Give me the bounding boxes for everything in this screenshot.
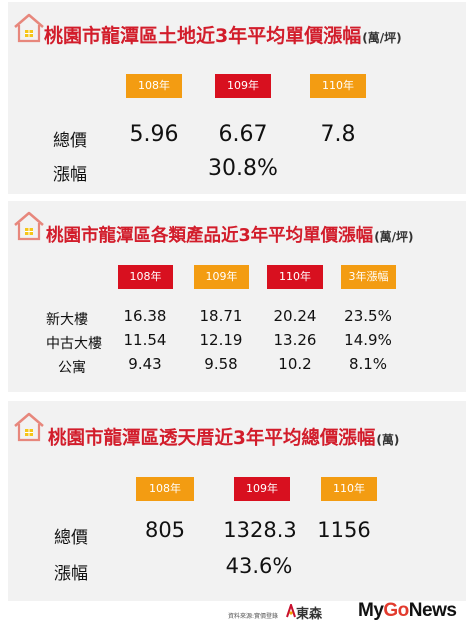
section-title: 桃園市龍潭區土地近3年平均單價漲幅(萬/坪) xyxy=(44,21,402,48)
year-badge-108: 108年 xyxy=(126,74,182,98)
logo-go: Go xyxy=(383,600,409,621)
product-price-panel: 桃園市龍潭區各類產品近3年平均單價漲幅(萬/坪) 108年 109年 110年 … xyxy=(8,201,466,392)
year-badge-109: 109年 xyxy=(215,74,271,98)
cell: 18.71 xyxy=(199,307,243,325)
row-label-growth: 漲幅 xyxy=(53,165,87,185)
row-label-growth: 漲幅 xyxy=(54,564,88,584)
cell: 11.54 xyxy=(123,331,167,349)
logo-my: My xyxy=(358,600,384,621)
total-108: 5.96 xyxy=(129,122,179,147)
cell: 9.58 xyxy=(204,355,238,373)
cell: 13.26 xyxy=(273,331,317,349)
townhouse-price-panel: 桃園市龍潭區透天厝近3年平均總價漲幅(萬) 108年 109年 110年 總價 … xyxy=(8,401,466,601)
cell: 23.5% xyxy=(344,307,392,325)
source-note: 資料來源:實價登錄 xyxy=(228,613,279,620)
row-label-total: 總價 xyxy=(53,131,87,151)
cell: 9.43 xyxy=(128,355,162,373)
land-price-panel: 桃園市龍潭區土地近3年平均單價漲幅(萬/坪) 108年 109年 110年 總價… xyxy=(8,2,466,194)
logo-news: News xyxy=(408,600,457,621)
house-icon xyxy=(12,210,46,242)
growth-value: 30.8% xyxy=(208,156,278,181)
row-label-apartment: 公寓 xyxy=(58,360,86,376)
section-title-text: 桃園市龍潭區透天厝近3年平均總價漲幅 xyxy=(48,428,376,449)
section-unit: (萬) xyxy=(376,433,400,447)
year-badge-108: 108年 xyxy=(136,477,194,501)
brand-name: 東森 xyxy=(296,607,323,622)
section-title: 桃園市龍潭區透天厝近3年平均總價漲幅(萬) xyxy=(48,424,399,450)
year-badge-109: 109年 xyxy=(234,477,290,501)
section-unit: (萬/坪) xyxy=(362,31,402,45)
section-title: 桃園市龍潭區各類產品近3年平均單價漲幅(萬/坪) xyxy=(46,222,414,247)
total-109: 6.67 xyxy=(218,122,268,147)
row-label-new-building: 新大樓 xyxy=(46,312,88,328)
total-108: 805 xyxy=(144,518,186,542)
cell: 20.24 xyxy=(273,307,317,325)
section-title-text: 桃園市龍潭區土地近3年平均單價漲幅 xyxy=(44,25,362,47)
house-icon xyxy=(12,12,46,44)
row-label-used-building: 中古大樓 xyxy=(46,336,102,352)
brand-mark-icon xyxy=(286,601,296,622)
cell: 14.9% xyxy=(344,331,392,349)
cell: 16.38 xyxy=(123,307,167,325)
header-badge-growth: 3年漲幅 xyxy=(341,265,396,289)
house-icon xyxy=(12,411,46,443)
total-110: 1156 xyxy=(317,518,371,542)
cell: 8.1% xyxy=(348,355,388,373)
row-label-total: 總價 xyxy=(54,528,88,548)
total-110: 7.8 xyxy=(320,122,356,147)
growth-value: 43.6% xyxy=(225,554,293,578)
mygonews-logo: MyGoNews xyxy=(358,600,457,622)
header-badge-110: 110年 xyxy=(267,265,323,289)
header-badge-108: 108年 xyxy=(118,265,173,289)
year-badge-110: 110年 xyxy=(321,477,377,501)
total-109: 1328.3 xyxy=(223,518,297,542)
section-title-text: 桃園市龍潭區各類產品近3年平均單價漲幅 xyxy=(46,226,374,246)
year-badge-110: 110年 xyxy=(310,74,366,98)
header-badge-109: 109年 xyxy=(194,265,249,289)
cell: 12.19 xyxy=(199,331,243,349)
cell: 10.2 xyxy=(278,355,312,373)
section-unit: (萬/坪) xyxy=(374,230,414,244)
